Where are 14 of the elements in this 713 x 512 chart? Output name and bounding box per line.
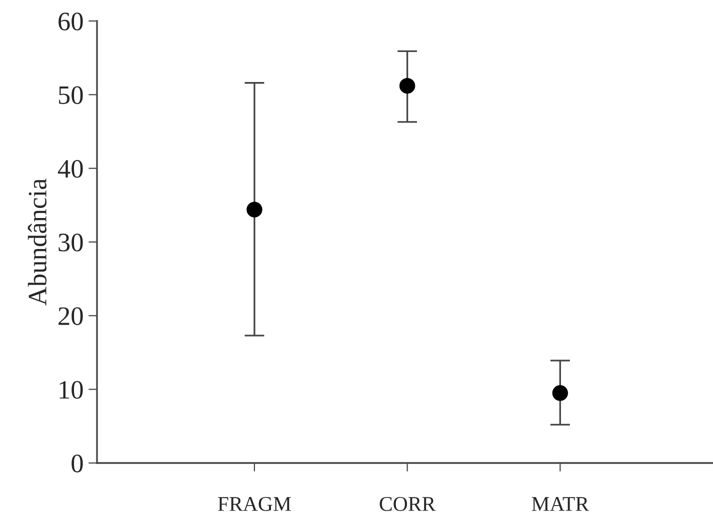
x-tick-label: CORR <box>380 496 436 511</box>
y-tick-label: 30 <box>58 234 83 252</box>
point <box>246 202 262 218</box>
y-tick-label: 10 <box>60 380 83 399</box>
y-tick-label: 40 <box>58 160 83 178</box>
x-tick-label: FRAGM <box>218 496 291 511</box>
point <box>399 78 416 94</box>
y-axis-title: Abundância <box>28 178 46 306</box>
y-tick-label: 0 <box>72 454 83 472</box>
x-tick-label: MATR <box>532 497 590 511</box>
y-tick-label: 50 <box>58 86 83 104</box>
point <box>552 385 568 401</box>
y-tick-label: 20 <box>58 307 83 326</box>
y-tick-label: 60 <box>58 12 83 30</box>
